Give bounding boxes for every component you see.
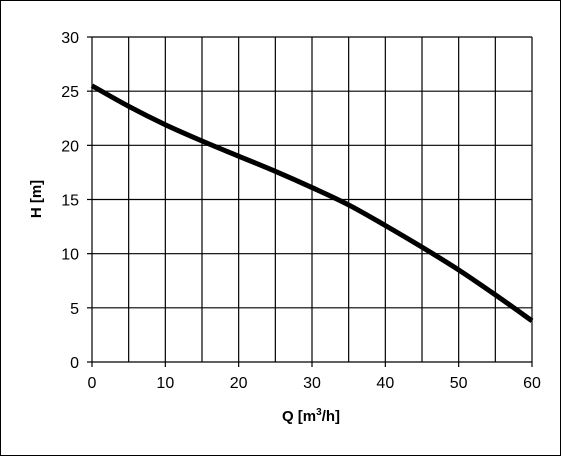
y-tick-label: 25 bbox=[61, 84, 79, 101]
grid bbox=[91, 36, 533, 363]
x-tick-label: 40 bbox=[376, 375, 394, 392]
y-tick-label: 30 bbox=[61, 30, 79, 47]
y-tick-label: 10 bbox=[61, 247, 79, 264]
x-axis-title-suffix: /h] bbox=[322, 408, 340, 425]
x-tick-label: 0 bbox=[88, 375, 97, 392]
x-axis-title: Q [m3/h] bbox=[282, 407, 340, 425]
y-tick-label: 15 bbox=[61, 193, 79, 210]
y-axis-title: H [m] bbox=[28, 180, 45, 218]
x-tick-label: 60 bbox=[523, 375, 541, 392]
y-tick-label: 5 bbox=[70, 301, 79, 318]
y-tick-label: 0 bbox=[70, 355, 79, 372]
series-line-0 bbox=[90, 83, 534, 323]
x-tick-label: 10 bbox=[156, 375, 174, 392]
y-tick-label: 20 bbox=[61, 138, 79, 155]
tick-labels: 0 10 20 30 40 50 60 0 5 10 15 20 25 30 bbox=[61, 30, 541, 392]
x-tick-label: 20 bbox=[230, 375, 248, 392]
x-axis-title-superscript: 3 bbox=[316, 407, 322, 418]
x-tick-label: 30 bbox=[303, 375, 321, 392]
x-tick-label: 50 bbox=[450, 375, 468, 392]
series-layer bbox=[90, 83, 534, 323]
x-axis-title-base: Q [m bbox=[282, 408, 316, 425]
